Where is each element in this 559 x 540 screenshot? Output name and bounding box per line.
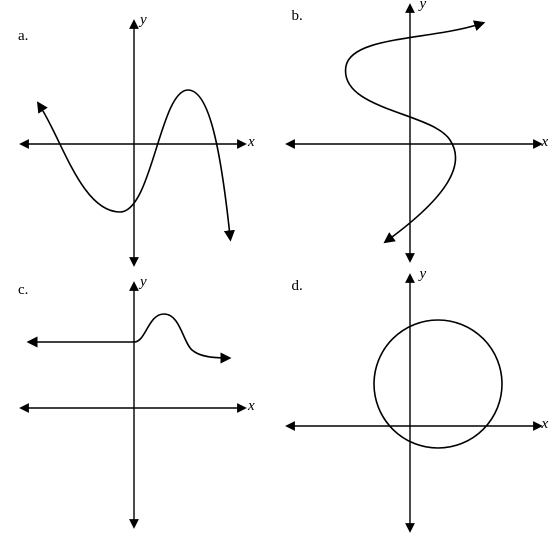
panel-a-curve <box>40 90 230 236</box>
panel-d-circle <box>374 320 502 448</box>
panel-a-svg <box>0 0 280 270</box>
panel-b-curve <box>345 24 479 240</box>
panel-c-curve <box>32 314 226 358</box>
panel-c: c. y x <box>0 270 280 540</box>
panel-grid: a. y x b. y x <box>0 0 559 540</box>
panel-d-svg <box>280 270 559 540</box>
panel-a: a. y x <box>0 0 280 270</box>
panel-d: d. y x <box>280 270 559 540</box>
panel-b: b. y x <box>280 0 559 270</box>
panel-b-svg <box>280 0 559 270</box>
panel-c-svg <box>0 270 280 540</box>
